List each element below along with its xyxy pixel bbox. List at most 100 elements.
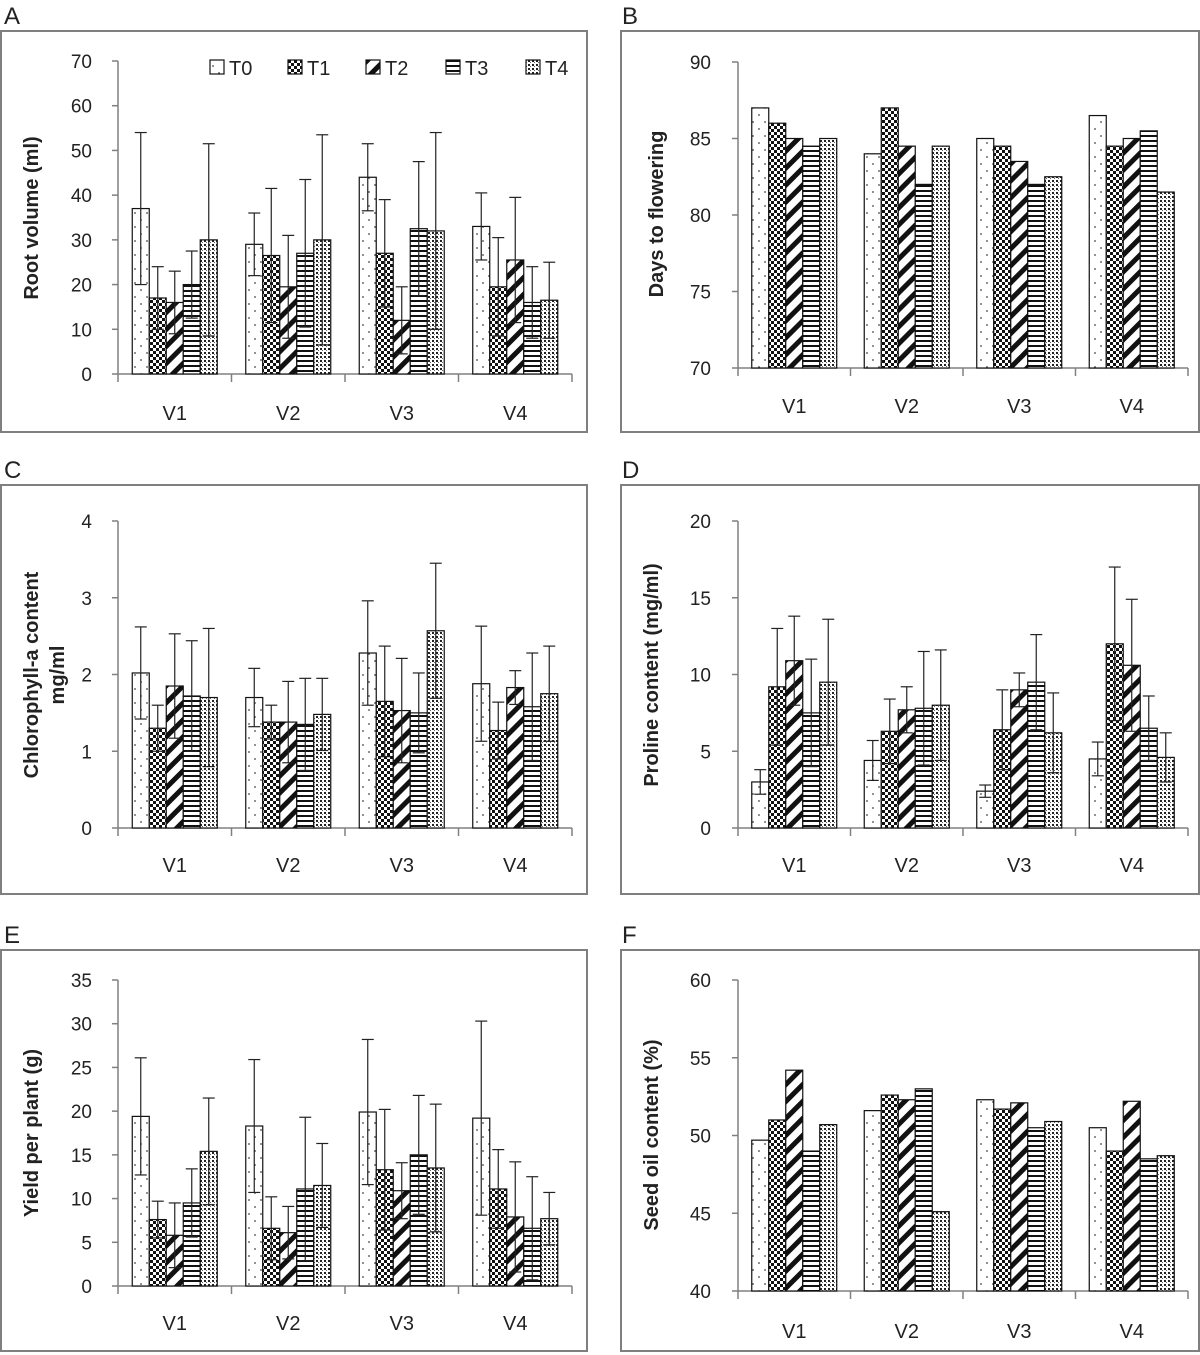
bar-t2-v2 xyxy=(897,1099,916,1292)
panel-label: D xyxy=(622,457,639,484)
bar-t4-v2 xyxy=(931,145,950,369)
category-label-v3: V3 xyxy=(1007,1321,1031,1343)
y-tick-label: 2 xyxy=(81,666,92,687)
y-tick-label: 3 xyxy=(81,589,92,610)
y-tick-label: 50 xyxy=(71,141,92,162)
y-tick-label: 80 xyxy=(690,206,711,227)
bar-t3-v4 xyxy=(1139,1158,1158,1292)
bar-t0-v2 xyxy=(863,1110,882,1292)
panel-d: D 0 5 10 15 20 V1 V2 V3 V4 Proline content (mg/ml) xyxy=(620,457,1200,895)
y-tick-label: 20 xyxy=(71,1102,92,1123)
bar-t4-v3 xyxy=(1044,1120,1063,1292)
panel-label: E xyxy=(4,922,20,949)
category-label-v2: V2 xyxy=(276,855,300,877)
y-tick-label: 15 xyxy=(690,589,711,610)
panel-b: B 70 75 80 85 90 V1 V2 V3 V4 Days to flowering xyxy=(620,3,1200,433)
legend-swatch-t1 xyxy=(287,59,303,75)
y-tick-label: 10 xyxy=(690,666,711,687)
category-label-v3: V3 xyxy=(1007,855,1031,877)
y-tick-label: 15 xyxy=(71,1146,92,1167)
panel-frame xyxy=(0,484,588,895)
y-tick-label: 70 xyxy=(71,52,92,73)
legend-swatch-t3 xyxy=(445,59,461,75)
panel-frame xyxy=(620,30,1200,433)
bar-t0-v4 xyxy=(1088,114,1107,369)
bar-t0-v1 xyxy=(751,1139,770,1292)
bar-t1-v3 xyxy=(993,1108,1012,1292)
bar-t1-v3 xyxy=(993,145,1012,369)
y-axis-title-line: mg/ml xyxy=(47,646,69,705)
y-axis-title-line: Chlorophyll-a content xyxy=(21,571,43,778)
bar-t0-v4 xyxy=(1088,1127,1107,1292)
y-tick-label: 25 xyxy=(71,1058,92,1079)
y-tick-label: 30 xyxy=(71,1015,92,1036)
bar-t2-v3 xyxy=(1010,160,1029,369)
category-label-v1: V1 xyxy=(163,855,187,877)
category-label-v2: V2 xyxy=(895,855,919,877)
bar-t2-v1 xyxy=(785,1069,804,1292)
bar-t1-v2 xyxy=(880,1094,899,1292)
bar-t4-v2 xyxy=(931,1211,950,1292)
bar-t4-v3 xyxy=(1044,176,1063,369)
bar-t3-v2 xyxy=(914,1088,933,1292)
y-tick-label: 55 xyxy=(690,1049,711,1070)
y-tick-label: 20 xyxy=(690,512,711,533)
category-label-v1: V1 xyxy=(163,1313,187,1335)
bar-t1-v1 xyxy=(768,1119,787,1292)
category-label-v1: V1 xyxy=(782,1321,806,1343)
y-tick-label: 5 xyxy=(700,742,711,763)
category-label-v4: V4 xyxy=(503,855,527,877)
legend-label-t3: T3 xyxy=(465,58,488,80)
panel-frame xyxy=(0,949,588,1352)
y-axis-title: Proline content (mg/ml) xyxy=(641,563,663,786)
y-tick-label: 10 xyxy=(71,1190,92,1211)
bar-t2-v4 xyxy=(1122,1100,1141,1292)
category-label-v4: V4 xyxy=(1120,855,1144,877)
legend-label-t0: T0 xyxy=(229,58,252,80)
y-tick-label: 40 xyxy=(690,1282,711,1303)
category-label-v4: V4 xyxy=(503,403,527,425)
y-tick-label: 90 xyxy=(690,53,711,74)
legend-label-t1: T1 xyxy=(307,58,330,80)
y-tick-label: 4 xyxy=(81,512,92,533)
bar-t3-v1 xyxy=(802,145,821,369)
y-tick-label: 30 xyxy=(71,231,92,252)
bar-t0-v2 xyxy=(863,153,882,369)
legend-label-t4: T4 xyxy=(545,58,568,80)
category-label-v3: V3 xyxy=(390,1313,414,1335)
y-tick-label: 70 xyxy=(690,359,711,380)
panel-label: A xyxy=(4,3,20,30)
bar-t2-v4 xyxy=(506,686,525,829)
bar-t0-v3 xyxy=(976,137,995,369)
bar-t2-v3 xyxy=(1010,1102,1029,1292)
y-axis-title: Days to flowering xyxy=(646,131,668,298)
panel-frame xyxy=(0,30,588,433)
y-tick-label: 10 xyxy=(71,320,92,341)
y-axis-title: Seed oil content (%) xyxy=(641,1039,663,1230)
category-label-v2: V2 xyxy=(276,1313,300,1335)
bar-t3-v1 xyxy=(802,1150,821,1292)
bar-t3-v3 xyxy=(1027,1127,1046,1292)
category-label-v1: V1 xyxy=(163,403,187,425)
bar-t2-v2 xyxy=(897,145,916,369)
category-label-v4: V4 xyxy=(1120,396,1144,418)
bar-t1-v4 xyxy=(1105,1150,1124,1292)
y-tick-label: 5 xyxy=(81,1233,92,1254)
category-label-v3: V3 xyxy=(390,403,414,425)
y-tick-label: 0 xyxy=(81,1277,92,1298)
legend-swatch-t2 xyxy=(365,59,381,75)
y-tick-label: 60 xyxy=(690,971,711,992)
y-tick-label: 40 xyxy=(71,186,92,207)
y-tick-label: 45 xyxy=(690,1204,711,1225)
bar-t4-v4 xyxy=(1156,1155,1175,1292)
y-axis-title: Chlorophyll-a content mg/ml xyxy=(21,571,69,778)
category-label-v3: V3 xyxy=(390,855,414,877)
bar-t3-v3 xyxy=(1027,183,1046,369)
bar-t2-v3 xyxy=(1010,689,1029,829)
bar-t3-v4 xyxy=(1139,130,1158,369)
y-tick-label: 1 xyxy=(81,742,92,763)
bar-t1-v1 xyxy=(768,122,787,369)
y-tick-label: 0 xyxy=(81,365,92,386)
panel-frame xyxy=(620,484,1200,895)
category-label-v3: V3 xyxy=(1007,396,1031,418)
